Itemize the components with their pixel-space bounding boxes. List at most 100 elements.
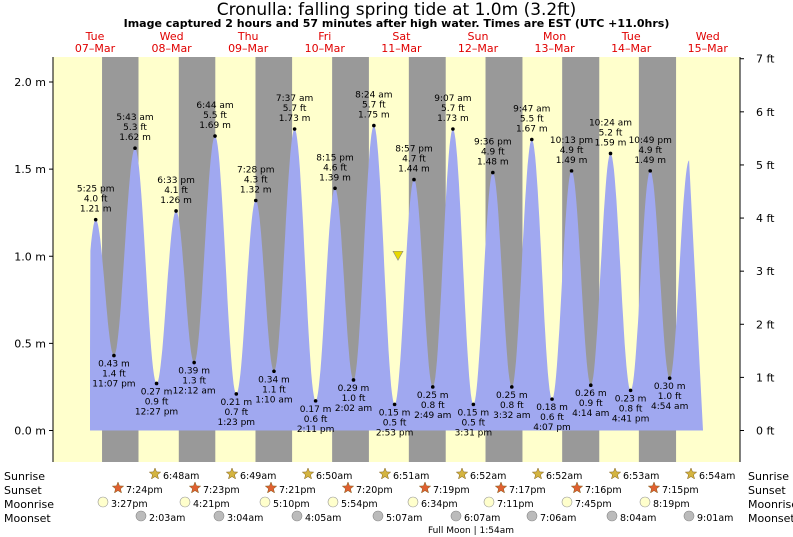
y-tick-label-ft: 4 ft (756, 212, 775, 225)
tide-point (213, 134, 217, 138)
tide-height-m: 0.39 m (178, 367, 210, 377)
y-tick-label-ft: 3 ft (756, 265, 775, 278)
tide-height-ft: 4.9 ft (481, 148, 505, 158)
day-date: 09–Mar (228, 42, 269, 55)
y-tick-label-m: 0.5 m (14, 337, 46, 350)
sunset-icon (418, 481, 432, 494)
tide-height-m: 1.44 m (398, 165, 430, 175)
tide-height-m: 1.49 m (556, 156, 588, 166)
tide-height-m: 0.15 m (458, 408, 490, 418)
tide-height-ft: 4.3 ft (244, 175, 268, 185)
tide-point (667, 376, 672, 381)
tide-time: 5:43 am (116, 113, 153, 123)
tide-height-m: 0.18 m (536, 403, 568, 413)
tide-height-ft: 5.5 ft (520, 115, 544, 125)
tide-height-m: 1.62 m (119, 133, 151, 143)
tide-height-ft: 5.7 ft (362, 101, 386, 111)
tide-height-m: 1.21 m (80, 205, 112, 215)
chart-subtitle: Image captured 2 hours and 57 minutes af… (123, 17, 670, 30)
day-name: Sat (392, 30, 411, 43)
day-name: Sun (468, 30, 489, 43)
tide-point (569, 169, 574, 173)
tide-point (392, 402, 397, 407)
sunset-time: 7:19pm (433, 485, 470, 496)
sunrise-time: 6:52am (546, 471, 582, 482)
tide-height-m: 1.75 m (358, 111, 390, 121)
day-name: Wed (696, 30, 720, 43)
tide-height-ft: 0.9 ft (579, 399, 603, 409)
tide-time: 7:28 pm (237, 165, 275, 175)
tide-height-ft: 1.0 ft (342, 394, 366, 404)
tide-height-m: 0.23 m (615, 394, 647, 404)
tide-point (451, 127, 455, 131)
row-label-right-sunset: Sunset (748, 484, 786, 497)
tide-time: 1:23 pm (218, 418, 256, 428)
sunset-time: 7:23pm (203, 485, 240, 496)
tide-point (253, 198, 258, 203)
tide-point (628, 388, 633, 393)
tide-time: 7:37 am (276, 94, 313, 104)
day-date: 08–Mar (151, 42, 192, 55)
tide-time: 5:25 pm (77, 185, 115, 195)
moonset-icon (526, 510, 538, 522)
tide-time: 10:49 pm (629, 136, 672, 146)
tide-height-ft: 5.3 ft (123, 123, 147, 133)
sunrise-time: 6:49am (240, 471, 276, 482)
tide-height-m: 0.15 m (379, 408, 411, 418)
day-date: 11–Mar (381, 42, 422, 55)
moonrise-time: 5:10pm (273, 499, 310, 510)
tide-height-ft: 0.6 ft (540, 413, 564, 423)
tide-height-m: 1.69 m (199, 121, 231, 131)
moonrise-time: 6:34pm (421, 499, 458, 510)
tide-point (412, 177, 416, 182)
y-tick-label-ft: 0 ft (756, 425, 775, 438)
sunset-time: 7:17pm (509, 485, 546, 496)
row-label-right-sunrise: Sunrise (748, 470, 789, 483)
moonset-time: 7:06am (540, 513, 576, 524)
tide-time: 3:32 am (493, 411, 530, 421)
tide-height-ft: 0.6 ft (304, 415, 328, 425)
tide-time: 6:44 am (196, 101, 233, 111)
tide-time: 11:07 pm (92, 380, 135, 390)
tide-height-ft: 4.7 ft (402, 155, 426, 165)
sunrise-time: 6:50am (316, 471, 352, 482)
tide-height-ft: 4.9 ft (560, 146, 584, 156)
day-date: 10–Mar (305, 42, 346, 55)
tide-time: 2:02 am (335, 404, 372, 414)
row-label-right-moonset: Moonset (748, 512, 793, 525)
tide-time: 9:36 pm (474, 138, 512, 148)
sunset-icon (111, 481, 125, 494)
row-label-left-moonrise: Moonrise (4, 498, 54, 511)
tide-point (333, 186, 337, 191)
sunset-time: 7:15pm (662, 485, 699, 496)
sunset-icon (264, 481, 278, 494)
tide-height-m: 1.26 m (160, 196, 192, 206)
sunrise-icon (684, 467, 698, 480)
y-tick-label-m: 2.0 m (14, 76, 46, 89)
tide-point (272, 369, 276, 374)
tide-time: 4:14 am (572, 409, 609, 419)
tide-point (529, 137, 534, 142)
tide-time: 10:13 pm (550, 136, 593, 146)
tide-height-ft: 0.5 ft (383, 418, 407, 428)
sunset-time: 7:21pm (279, 485, 316, 496)
sunrise-time: 6:54am (699, 471, 735, 482)
tide-height-m: 1.48 m (477, 158, 509, 168)
tide-height-m: 1.32 m (240, 185, 272, 195)
moonrise-time: 5:54pm (341, 499, 378, 510)
moonrise-icon (97, 496, 109, 508)
tide-height-ft: 0.8 ft (619, 404, 643, 414)
tide-height-ft: 5.7 ft (283, 104, 307, 114)
sunrise-time: 6:48am (163, 471, 199, 482)
day-name: Mon (543, 30, 566, 43)
moonrise-icon (179, 496, 191, 508)
tide-point (471, 402, 476, 407)
tide-height-ft: 0.9 ft (145, 397, 169, 407)
tide-point (93, 217, 98, 222)
moonset-time: 5:07am (386, 513, 422, 524)
y-tick-label-ft: 5 ft (756, 159, 775, 172)
y-tick-label-ft: 2 ft (756, 318, 775, 331)
day-name: Wed (160, 30, 184, 43)
tide-height-ft: 0.7 ft (224, 408, 248, 418)
tide-height-ft: 4.6 ft (323, 163, 347, 173)
